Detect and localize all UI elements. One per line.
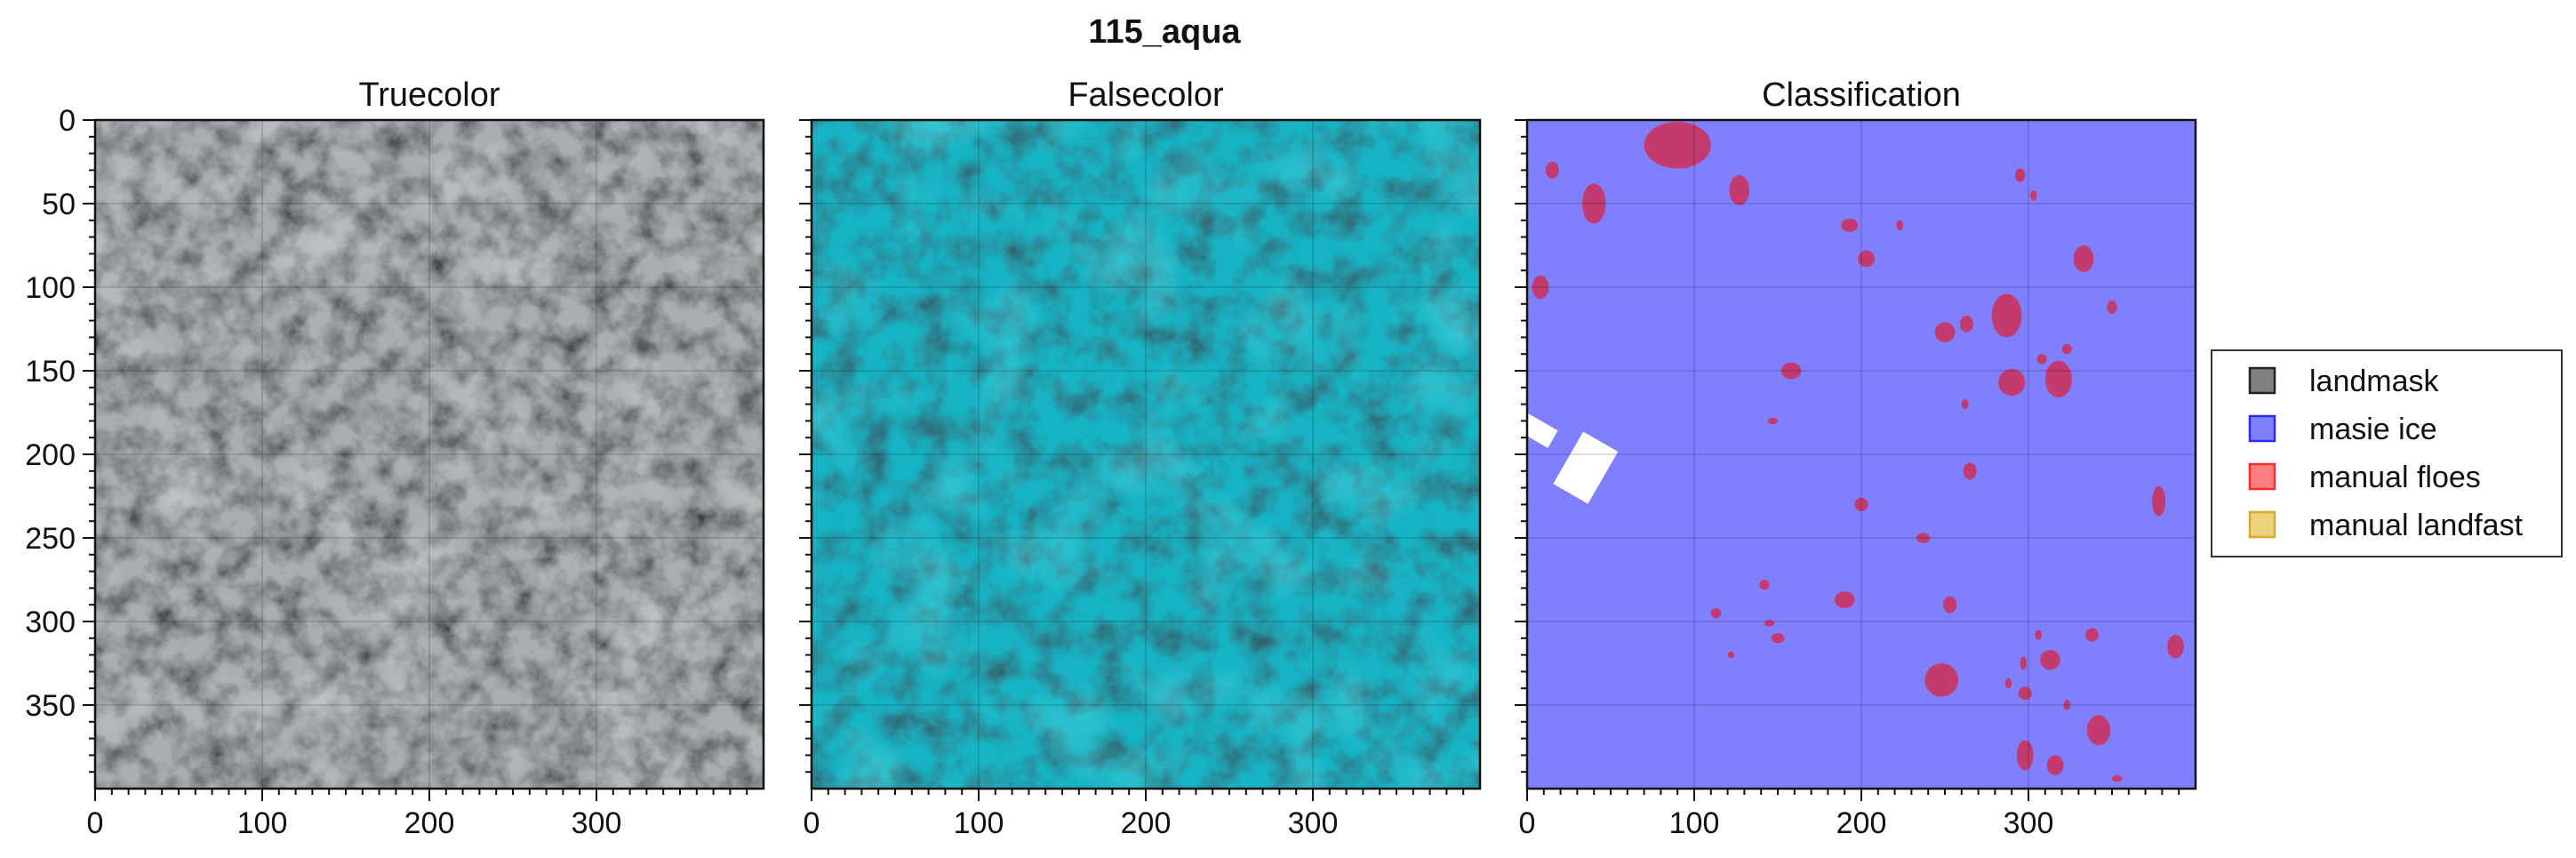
floe-mark bbox=[1771, 633, 1785, 644]
floe-mark bbox=[2004, 678, 2012, 689]
floe-mark bbox=[2016, 740, 2034, 771]
x-tick-label: 300 bbox=[1288, 806, 1339, 840]
y-tick-label: 0 bbox=[59, 104, 76, 138]
x-tick-label: 300 bbox=[572, 806, 622, 840]
floe-mark bbox=[1924, 663, 1959, 697]
x-tick-label: 0 bbox=[804, 806, 820, 840]
floe-mark bbox=[1727, 651, 1735, 659]
y-tick-label: 100 bbox=[25, 271, 76, 305]
floe-mark bbox=[1934, 322, 1956, 343]
floe-mark bbox=[2035, 629, 2043, 640]
floe-mark bbox=[1764, 620, 1775, 627]
x-tick-label: 0 bbox=[87, 806, 104, 840]
floe-mark bbox=[2107, 301, 2117, 315]
panel-title: Truecolor bbox=[358, 76, 500, 114]
floe-mark bbox=[1943, 596, 1957, 613]
floe-mark bbox=[1991, 293, 2022, 338]
x-tick-label: 200 bbox=[404, 806, 455, 840]
floe-mark bbox=[1841, 218, 1859, 232]
floe-mark bbox=[2046, 755, 2064, 775]
floe-mark bbox=[1582, 183, 1606, 224]
legend-swatch bbox=[2248, 414, 2276, 443]
floe-mark bbox=[2063, 700, 2070, 710]
x-tick-label: 0 bbox=[1519, 806, 1536, 840]
panel-1: Truecolor 0 100 200 300 0 50 100 150 200 250 300 350 bbox=[25, 76, 765, 840]
legend-swatch bbox=[2248, 366, 2276, 395]
floe-mark bbox=[2040, 649, 2060, 670]
floe-mark bbox=[2014, 168, 2026, 182]
panel-3: Classification 0 100 200 300 bbox=[1513, 76, 2197, 840]
y-tick-label: 200 bbox=[25, 438, 76, 472]
floe-mark bbox=[2029, 189, 2037, 201]
unclassified-patch bbox=[1553, 431, 1619, 504]
legend-label: landmask bbox=[2309, 365, 2440, 398]
floe-mark bbox=[1767, 417, 1778, 425]
x-tick-label: 100 bbox=[1669, 806, 1720, 840]
floe-mark bbox=[1834, 591, 1855, 608]
floe-mark bbox=[2020, 656, 2028, 670]
x-tick-label: 100 bbox=[237, 806, 288, 840]
floe-mark bbox=[2018, 686, 2032, 701]
floe-mark bbox=[1959, 315, 1973, 333]
floe-mark bbox=[2112, 774, 2123, 782]
floe-mark bbox=[2167, 635, 2184, 659]
figure-suptitle: 115_aqua bbox=[1088, 13, 1241, 51]
floe-mark bbox=[2044, 360, 2072, 398]
floe-mark bbox=[2084, 628, 2099, 642]
floe-mark bbox=[1710, 607, 1722, 619]
legend-item: manual floes bbox=[2248, 461, 2481, 494]
panels: Truecolor 0 100 200 300 0 50 100 150 200 250 300 350… bbox=[25, 76, 2197, 840]
y-tick-label: 50 bbox=[42, 188, 76, 221]
floe-mark bbox=[2036, 354, 2047, 365]
legend: landmask masie ice manual floes manual land… bbox=[2211, 349, 2563, 557]
floe-mark bbox=[2073, 245, 2094, 273]
floe-mark bbox=[1961, 398, 1969, 410]
image-highlights bbox=[95, 120, 764, 789]
y-tick-label: 350 bbox=[25, 689, 76, 723]
floe-mark bbox=[1759, 580, 1770, 590]
masie-ice-area bbox=[1527, 120, 2196, 789]
x-tick-label: 300 bbox=[2004, 806, 2054, 840]
legend-item: manual landfast bbox=[2248, 509, 2524, 542]
y-tick-label: 150 bbox=[25, 355, 76, 389]
panel-title: Classification bbox=[1762, 76, 1961, 114]
floe-mark bbox=[1896, 220, 1903, 231]
floe-mark bbox=[2061, 343, 2072, 355]
floe-mark bbox=[1998, 369, 2026, 397]
legend-item: masie ice bbox=[2248, 413, 2437, 446]
floe-mark bbox=[1780, 362, 1802, 380]
floe-mark bbox=[1854, 497, 1868, 511]
floe-mark bbox=[1963, 462, 1977, 480]
floe-mark bbox=[1729, 175, 1750, 205]
panel-title: Falsecolor bbox=[1068, 76, 1224, 114]
legend-item: landmask bbox=[2248, 365, 2440, 398]
floe-mark bbox=[1532, 275, 1549, 300]
floe-mark bbox=[1858, 250, 1876, 268]
x-tick-label: 200 bbox=[1836, 806, 1887, 840]
floe-mark bbox=[1916, 533, 1931, 543]
legend-label: manual landfast bbox=[2309, 509, 2524, 542]
panel-2: Falsecolor 0 100 200 300 bbox=[799, 76, 1482, 840]
x-tick-label: 100 bbox=[954, 806, 1004, 840]
floe-mark bbox=[1644, 121, 1711, 169]
floe-mark bbox=[2086, 715, 2111, 746]
floe-mark bbox=[1545, 162, 1559, 179]
y-tick-label: 250 bbox=[25, 522, 76, 556]
image-highlights bbox=[812, 120, 1480, 789]
y-tick-label: 300 bbox=[25, 605, 76, 639]
legend-label: masie ice bbox=[2309, 413, 2437, 446]
floe-mark bbox=[2152, 485, 2166, 517]
unclassified-patch bbox=[1513, 410, 1558, 448]
x-tick-label: 200 bbox=[1121, 806, 1172, 840]
legend-label: manual floes bbox=[2309, 461, 2481, 494]
legend-swatch bbox=[2248, 510, 2276, 539]
legend-swatch bbox=[2248, 462, 2276, 491]
